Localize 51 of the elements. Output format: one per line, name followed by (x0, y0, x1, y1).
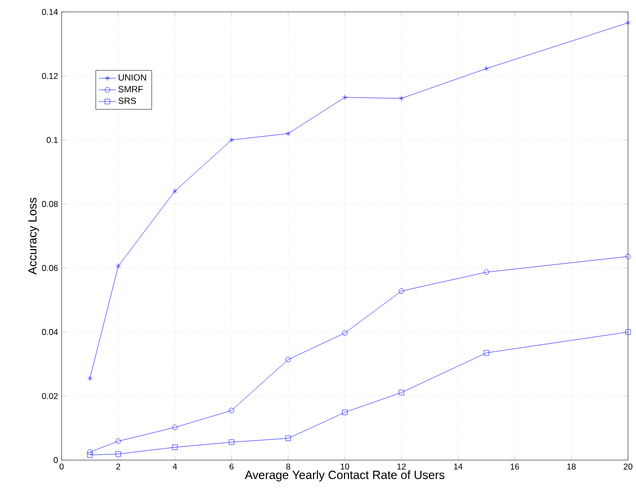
point (399, 96, 404, 102)
x-tick-label: 14 (454, 464, 463, 470)
point (398, 288, 404, 294)
point (229, 137, 234, 143)
point (87, 449, 93, 455)
point (116, 451, 121, 457)
point (286, 356, 291, 362)
point (484, 350, 490, 356)
x-tick-label: 16 (510, 464, 520, 470)
point (342, 94, 348, 100)
point (625, 329, 631, 335)
point (172, 424, 178, 430)
y-tick-label: 0.04 (42, 329, 58, 336)
y-tick-label: 0.08 (42, 201, 58, 208)
point (116, 264, 121, 269)
y-axis-title: Accuracy Loss (28, 198, 39, 275)
x-tick-label: 10 (340, 464, 350, 470)
x-tick-label: 6 (230, 464, 234, 470)
y-tick-label: 0.06 (42, 265, 58, 272)
point (286, 436, 291, 442)
y-tick-label: 0.1 (46, 137, 58, 144)
point (484, 270, 490, 275)
legend-label: SRS (118, 98, 136, 104)
point (625, 254, 631, 260)
point (484, 66, 489, 72)
x-tick-label: 8 (286, 464, 290, 470)
point (626, 20, 630, 26)
legend-label: SMRF (118, 86, 143, 92)
y-tick-label: 0 (54, 457, 58, 464)
y-tick-label: 0.02 (42, 393, 58, 400)
x-tick-label: 12 (397, 464, 406, 470)
point (116, 438, 121, 444)
point (172, 188, 178, 194)
x-tick-label: 20 (624, 464, 632, 470)
y-tick-label: 0.14 (42, 9, 58, 15)
point (88, 376, 92, 382)
x-tick-label: 0 (60, 464, 64, 470)
point (398, 390, 404, 396)
x-tick-label: 4 (172, 464, 177, 470)
point (228, 408, 234, 414)
point (172, 444, 178, 450)
x-tick-label: 2 (116, 464, 120, 470)
legend-label: UNION (118, 74, 146, 81)
point (342, 410, 348, 416)
x-tick-label: 18 (567, 464, 576, 470)
x-axis-title: Average Yearly Contact Rate of Users (244, 470, 444, 482)
point (87, 452, 93, 458)
y-tick-label: 0.12 (42, 73, 58, 80)
point (228, 440, 234, 445)
point (286, 130, 291, 136)
point (342, 330, 348, 336)
